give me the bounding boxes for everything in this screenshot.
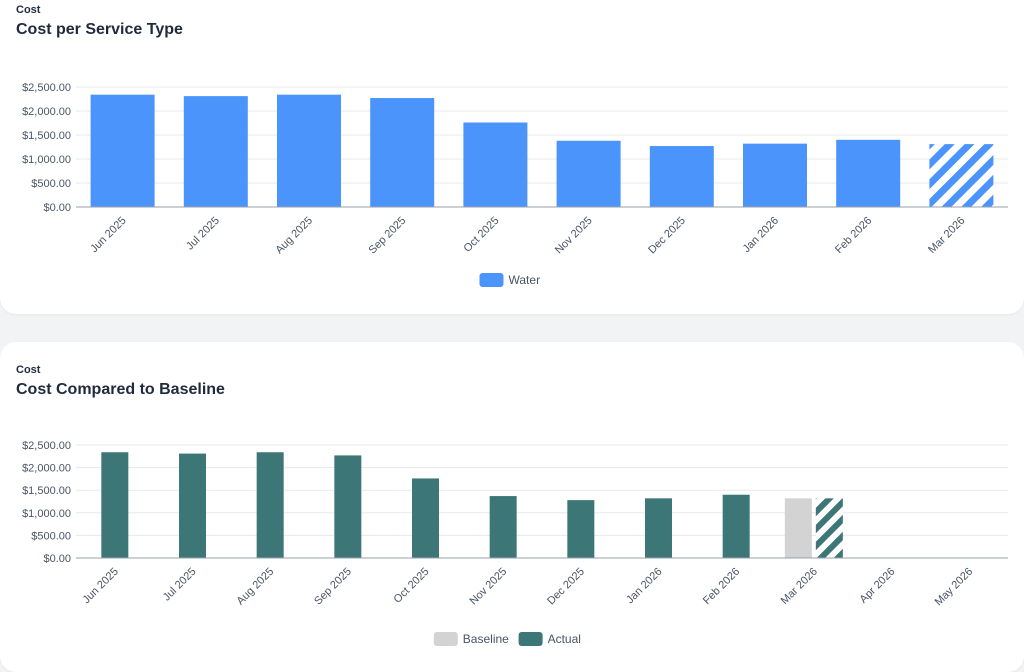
y-tick-label: $1,500.00 [22, 130, 71, 142]
card-title: Cost Compared to Baseline [16, 381, 225, 398]
y-tick-label: $2,500.00 [22, 82, 71, 94]
x-tick-label: Sep 2025 [312, 566, 354, 608]
bar [101, 452, 129, 558]
x-tick-label: Dec 2025 [545, 566, 587, 608]
x-tick-label: Feb 2026 [701, 566, 742, 607]
card-title: Cost per Service Type [16, 21, 183, 38]
x-tick-label: Mar 2026 [779, 566, 820, 607]
bar [722, 494, 750, 558]
bar [370, 98, 435, 207]
legend-label: Water [509, 273, 541, 287]
bar [334, 455, 362, 558]
y-tick-label: $0.00 [43, 202, 71, 214]
legend-label: Baseline [463, 632, 509, 646]
x-tick-label: Jan 2026 [624, 566, 664, 606]
bar [567, 500, 595, 558]
legend-label: Actual [548, 632, 581, 646]
legend-swatch [479, 273, 504, 287]
bar [183, 96, 248, 207]
x-tick-label: Jul 2025 [161, 566, 199, 604]
y-tick-label: $500.00 [31, 530, 71, 542]
x-tick-label: Apr 2026 [858, 566, 898, 606]
cost-per-service-chart: $0.00 $500.00 $1,000.00 $1,500.00 $2,000.00 $… [22, 82, 1008, 287]
bar [784, 498, 812, 558]
x-tick-label: Oct 2025 [392, 566, 432, 606]
bar [489, 496, 517, 558]
x-tick-label: Aug 2025 [234, 566, 276, 608]
bar [743, 143, 807, 207]
bar [815, 498, 843, 558]
bar [463, 122, 528, 207]
y-tick-label: $1,500.00 [22, 485, 71, 497]
bar [412, 478, 439, 558]
y-tick-label: $2,500.00 [22, 440, 71, 452]
x-tick-label: May 2026 [933, 566, 976, 609]
legend-swatch [433, 632, 458, 646]
y-tick-label: $500.00 [31, 178, 71, 190]
bar [256, 452, 284, 558]
legend-swatch [518, 632, 543, 646]
bar [649, 146, 714, 207]
x-tick-label: Nov 2025 [468, 566, 510, 608]
bar [645, 498, 672, 558]
x-tick-label: Jun 2025 [80, 566, 120, 606]
bar [277, 94, 341, 207]
bar [929, 144, 994, 207]
y-tick-label: $0.00 [43, 553, 71, 565]
y-tick-label: $1,000.00 [22, 154, 71, 166]
bar [179, 453, 206, 558]
card-eyebrow: Cost [16, 364, 41, 376]
y-tick-label: $1,000.00 [22, 508, 71, 520]
bar [556, 140, 621, 207]
y-tick-label: $2,000.00 [22, 106, 71, 118]
bar [90, 94, 155, 207]
y-tick-label: $2,000.00 [22, 463, 71, 475]
card-eyebrow: Cost [16, 4, 41, 16]
cost-baseline-chart: $0.00 $500.00 $1,000.00 $1,500.00 $2,000.00 $… [22, 440, 1008, 646]
bar [836, 139, 901, 207]
